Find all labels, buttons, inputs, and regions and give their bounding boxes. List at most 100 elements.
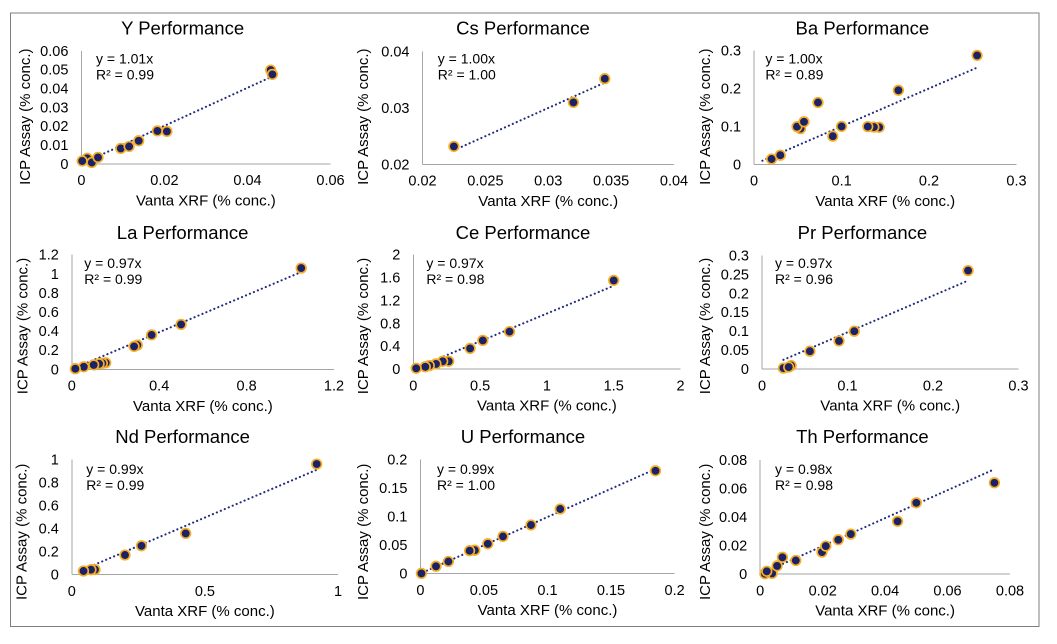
svg-text:0: 0 <box>750 174 758 190</box>
svg-text:0: 0 <box>68 584 76 600</box>
svg-text:y = 0.97x: y = 0.97x <box>775 255 832 271</box>
svg-text:0.06: 0.06 <box>933 583 961 599</box>
svg-text:0.03: 0.03 <box>381 101 409 117</box>
svg-text:ICP Assay (% conc.): ICP Assay (% conc.) <box>697 464 714 600</box>
svg-text:0.8: 0.8 <box>380 316 400 332</box>
svg-text:R² = 1.00: R² = 1.00 <box>438 67 496 83</box>
svg-text:0.3: 0.3 <box>1008 378 1028 394</box>
svg-text:0.05: 0.05 <box>470 583 498 599</box>
svg-text:0.02: 0.02 <box>719 539 747 555</box>
svg-text:0: 0 <box>51 362 59 378</box>
svg-text:0.2: 0.2 <box>721 81 741 97</box>
svg-text:0.15: 0.15 <box>597 583 625 599</box>
svg-text:y = 1.01x: y = 1.01x <box>96 51 153 67</box>
svg-text:ICP Assay (% conc.): ICP Assay (% conc.) <box>697 48 714 184</box>
svg-text:Th Performance: Th Performance <box>796 426 929 447</box>
svg-text:1.6: 1.6 <box>380 271 400 287</box>
svg-text:0.2: 0.2 <box>919 174 939 190</box>
svg-text:0.2: 0.2 <box>665 583 685 599</box>
svg-text:0.1: 0.1 <box>721 119 741 135</box>
svg-text:0.8: 0.8 <box>39 286 59 302</box>
svg-text:1.2: 1.2 <box>39 248 59 264</box>
svg-text:0.04: 0.04 <box>40 82 68 98</box>
svg-text:0.08: 0.08 <box>996 583 1024 599</box>
svg-text:0.03: 0.03 <box>534 174 562 190</box>
svg-text:0.8: 0.8 <box>39 476 59 492</box>
svg-text:Vanta XRF (% conc.): Vanta XRF (% conc.) <box>815 603 955 620</box>
svg-text:U Performance: U Performance <box>461 426 585 447</box>
svg-text:0.4: 0.4 <box>380 339 400 355</box>
svg-text:0.02: 0.02 <box>408 174 436 190</box>
svg-text:1.2: 1.2 <box>380 293 400 309</box>
svg-text:y = 1.00x: y = 1.00x <box>765 51 822 67</box>
svg-text:0.5: 0.5 <box>195 584 215 600</box>
svg-text:Y Performance: Y Performance <box>121 18 244 39</box>
svg-text:0.04: 0.04 <box>381 45 409 61</box>
svg-text:R² = 0.89: R² = 0.89 <box>765 67 823 83</box>
svg-text:Vanta XRF (% conc.): Vanta XRF (% conc.) <box>820 398 960 415</box>
svg-text:y = 0.97x: y = 0.97x <box>426 255 483 271</box>
svg-text:0.15: 0.15 <box>379 481 407 497</box>
svg-text:Ba Performance: Ba Performance <box>796 18 930 39</box>
svg-text:R² = 0.99: R² = 0.99 <box>86 477 144 493</box>
svg-text:0.3: 0.3 <box>721 44 741 60</box>
svg-text:y = 0.99x: y = 0.99x <box>86 461 143 477</box>
svg-text:0: 0 <box>758 378 766 394</box>
svg-text:ICP Assay (% conc.): ICP Assay (% conc.) <box>15 258 32 394</box>
svg-text:1: 1 <box>51 453 59 469</box>
svg-text:0: 0 <box>756 583 764 599</box>
svg-text:ICP Assay (% conc.): ICP Assay (% conc.) <box>14 464 31 600</box>
svg-text:0.1: 0.1 <box>832 174 852 190</box>
svg-text:0.5: 0.5 <box>470 378 490 394</box>
svg-text:0.15: 0.15 <box>721 305 749 321</box>
svg-text:0: 0 <box>741 362 749 378</box>
svg-text:0: 0 <box>68 379 76 395</box>
svg-text:ICP Assay (% conc.): ICP Assay (% conc.) <box>355 48 372 184</box>
svg-text:0.02: 0.02 <box>809 583 837 599</box>
svg-text:0: 0 <box>409 378 417 394</box>
svg-text:0.04: 0.04 <box>660 174 688 190</box>
svg-text:Vanta XRF (% conc.): Vanta XRF (% conc.) <box>133 398 273 415</box>
svg-text:Nd Performance: Nd Performance <box>115 426 250 447</box>
svg-text:0.4: 0.4 <box>39 522 59 538</box>
svg-text:0.6: 0.6 <box>39 499 59 515</box>
svg-text:0.04: 0.04 <box>871 583 899 599</box>
svg-text:0.25: 0.25 <box>721 267 749 283</box>
svg-text:0: 0 <box>77 173 85 189</box>
svg-text:0.035: 0.035 <box>593 174 629 190</box>
svg-text:Cs Performance: Cs Performance <box>456 18 590 39</box>
svg-text:Vanta XRF (% conc.): Vanta XRF (% conc.) <box>136 192 276 209</box>
svg-text:Vanta XRF (% conc.): Vanta XRF (% conc.) <box>477 398 617 415</box>
svg-text:0.1: 0.1 <box>537 583 557 599</box>
svg-text:1: 1 <box>51 267 59 283</box>
svg-text:1.5: 1.5 <box>604 378 624 394</box>
svg-text:0.2: 0.2 <box>39 343 59 359</box>
svg-text:y = 0.97x: y = 0.97x <box>84 255 141 271</box>
svg-text:ICP Assay (% conc.): ICP Assay (% conc.) <box>697 258 714 394</box>
svg-text:Vanta XRF (% conc.): Vanta XRF (% conc.) <box>478 193 618 210</box>
svg-text:R² = 0.98: R² = 0.98 <box>775 477 833 493</box>
svg-text:1: 1 <box>334 584 342 600</box>
svg-text:y = 0.99x: y = 0.99x <box>437 461 494 477</box>
svg-text:0.01: 0.01 <box>40 138 68 154</box>
svg-text:R² = 0.99: R² = 0.99 <box>96 67 154 83</box>
svg-text:0: 0 <box>739 567 747 583</box>
svg-text:1: 1 <box>543 378 551 394</box>
svg-text:0.1: 0.1 <box>837 378 857 394</box>
svg-text:0.3: 0.3 <box>729 249 749 265</box>
svg-text:2: 2 <box>392 248 400 264</box>
svg-text:R² = 0.99: R² = 0.99 <box>84 271 142 287</box>
svg-text:0.04: 0.04 <box>719 510 747 526</box>
svg-text:0.06: 0.06 <box>719 482 747 498</box>
svg-text:0: 0 <box>416 583 424 599</box>
svg-text:0.8: 0.8 <box>237 379 257 395</box>
svg-text:0.4: 0.4 <box>39 324 59 340</box>
svg-text:ICP Assay (% conc.): ICP Assay (% conc.) <box>17 48 34 184</box>
svg-text:0: 0 <box>51 568 59 584</box>
svg-text:La Performance: La Performance <box>117 222 249 243</box>
svg-text:R² = 1.00: R² = 1.00 <box>437 477 495 493</box>
svg-text:0.1: 0.1 <box>387 510 407 526</box>
svg-text:0.02: 0.02 <box>381 157 409 173</box>
svg-text:2: 2 <box>676 378 684 394</box>
svg-text:y = 1.00x: y = 1.00x <box>438 51 495 67</box>
